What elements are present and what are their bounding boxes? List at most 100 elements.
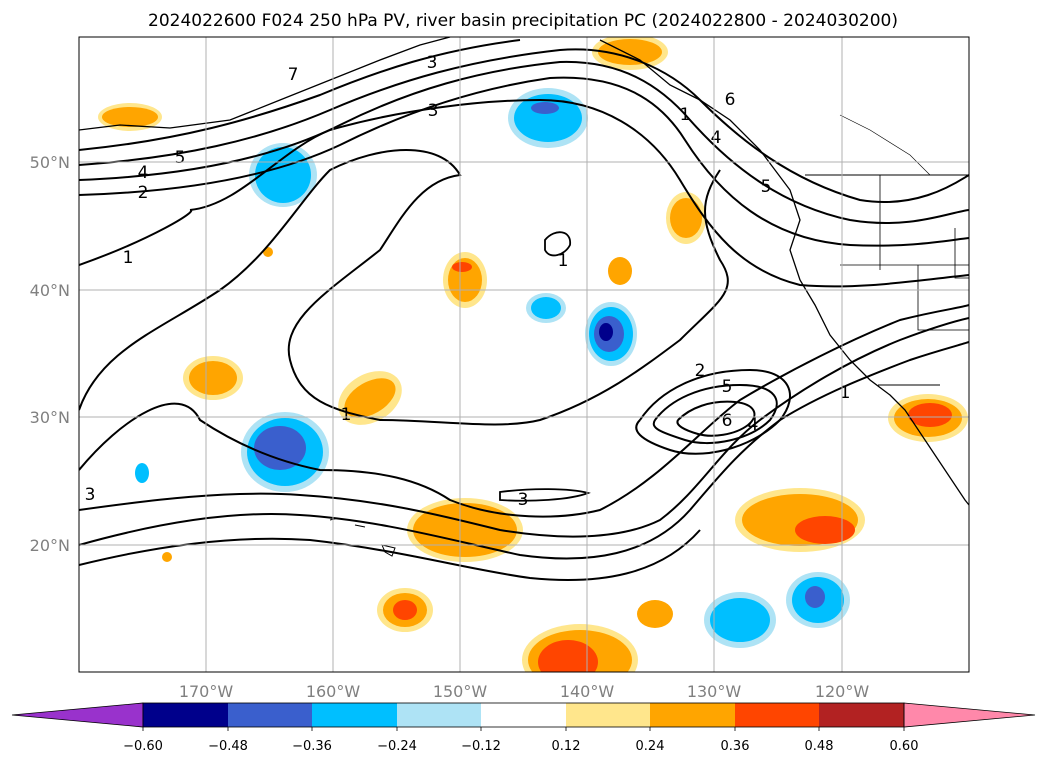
- colorbar-segment: [735, 703, 819, 727]
- precip-blob: [608, 257, 632, 285]
- precip-blob: [599, 323, 613, 341]
- colorbar-segment: [566, 703, 650, 727]
- pv-contour-line: [79, 48, 969, 203]
- contour-label: 5: [761, 177, 772, 197]
- precip-blob: [531, 102, 559, 114]
- lon-tick-label: 160°W: [306, 682, 361, 701]
- lat-tick-label: 20°N: [30, 536, 70, 555]
- pv-contour-line: [79, 76, 969, 247]
- colorbar-tick-label: 0.60: [890, 739, 919, 754]
- contour-label: 4: [748, 415, 759, 435]
- map-frame: [78, 36, 970, 673]
- contour-label: 3: [427, 53, 438, 73]
- contour-label: 5: [175, 148, 186, 168]
- contour-label: 3: [518, 490, 529, 510]
- contour-label: 4: [138, 163, 149, 183]
- canada-interior: [839, 114, 931, 176]
- lon-tick-label: 170°W: [179, 682, 234, 701]
- lon-tick-label: 140°W: [560, 682, 615, 701]
- colorbar-tick-label: −0.12: [461, 739, 501, 754]
- contour-label: 7: [288, 65, 299, 85]
- colorbar-segment: [397, 703, 481, 727]
- pv-contour-line: [79, 60, 969, 224]
- precip-blob: [135, 463, 149, 483]
- contour-label: 1: [341, 405, 352, 425]
- colorbar-segment: [481, 703, 566, 727]
- colorbar-segment: [143, 703, 228, 727]
- pv-contour-line: [79, 317, 969, 538]
- contour-label: 2: [695, 361, 706, 381]
- contour-label: 6: [725, 90, 736, 110]
- colorbar-tick-label: 0.12: [552, 739, 581, 754]
- pv-contours: [79, 39, 969, 581]
- lat-labels: 50°N 40°N 30°N 20°N: [30, 153, 70, 555]
- precip-shading: [98, 37, 968, 672]
- colorbar-tick-label: 0.36: [721, 739, 750, 754]
- colorbar-segment: [312, 703, 397, 727]
- lon-tick-label: 150°W: [433, 682, 488, 701]
- precip-blob: [514, 94, 582, 142]
- precip-blob: [805, 586, 825, 608]
- lon-labels: 170°W 160°W 150°W 140°W 130°W 120°W: [179, 682, 870, 701]
- graticule: [79, 37, 969, 672]
- precip-blob: [393, 600, 417, 620]
- contour-label: 2: [138, 183, 149, 203]
- colorbar-ticks: [142, 727, 905, 731]
- colorbar-tick-label: 0.24: [636, 739, 665, 754]
- contour-label: 6: [722, 411, 733, 431]
- precip-blob: [452, 262, 472, 272]
- lon-tick-label: 130°W: [687, 682, 742, 701]
- figure-title: 2024022600 F024 250 hPa PV, river basin …: [148, 11, 898, 31]
- pv-contour-line: [499, 488, 591, 502]
- colorbar-extend-max: [903, 702, 1036, 728]
- precip-blob: [908, 403, 952, 427]
- colorbar-segment: [650, 703, 735, 727]
- precip-blob: [531, 297, 561, 319]
- contour-label: 1: [558, 251, 569, 271]
- precip-blob: [255, 147, 311, 203]
- contour-label: 3: [85, 485, 96, 505]
- contour-label: 1: [680, 105, 691, 125]
- colorbar-frame: [142, 702, 905, 728]
- lat-tick-label: 30°N: [30, 408, 70, 427]
- precip-blob: [710, 598, 770, 642]
- colorbar-segment: [819, 703, 904, 727]
- pv-contour-line: [79, 39, 521, 151]
- colorbar-tick-label: −0.36: [292, 739, 332, 754]
- precip-blob: [637, 600, 673, 628]
- contour-label: 4: [711, 128, 722, 148]
- colorbar: −0.60 −0.48 −0.36 −0.24 −0.12 0.12 0.24 …: [11, 702, 1036, 754]
- pv-contour-line: [79, 529, 701, 581]
- colorbar-extend-min: [11, 702, 144, 728]
- lon-tick-label: 120°W: [815, 682, 870, 701]
- precip-blob: [344, 378, 396, 418]
- contour-label: 1: [840, 383, 851, 403]
- map-area: 7 6 5 4 3 2 1 1 1 2 5 6 4 3 3 1 3 1 4 5: [79, 37, 969, 672]
- precip-blob: [538, 640, 598, 672]
- contour-label: 5: [722, 377, 733, 397]
- pv-contour-line: [676, 400, 756, 437]
- colorbar-tick-label: −0.24: [377, 739, 417, 754]
- pv-contour-line: [79, 149, 729, 426]
- contour-label: 1: [123, 248, 134, 268]
- colorbar-tick-label: −0.48: [208, 739, 248, 754]
- precip-blob: [598, 39, 662, 65]
- colorbar-tick-label: −0.60: [123, 739, 163, 754]
- pv-contour-line: [79, 304, 969, 518]
- colorbar-tick-label: 0.48: [805, 739, 834, 754]
- precip-blob: [413, 503, 517, 557]
- lat-tick-label: 50°N: [30, 153, 70, 172]
- precip-blob: [102, 107, 158, 127]
- pv-contour-line: [544, 231, 571, 257]
- alaska-peninsula: [79, 37, 451, 131]
- precip-blob: [254, 426, 306, 470]
- precip-blob: [795, 516, 855, 544]
- precip-blob: [670, 198, 702, 238]
- pv-contour-line: [79, 341, 969, 560]
- pv-contour-line: [652, 383, 778, 444]
- lat-tick-label: 40°N: [30, 281, 70, 300]
- colorbar-segment: [228, 703, 312, 727]
- pv-contour-line: [635, 368, 791, 455]
- pv-contour-line: [79, 98, 969, 288]
- contour-labels: 7 6 5 4 3 2 1 1 1 2 5 6 4 3 3 1 3 1 4 5: [85, 53, 851, 510]
